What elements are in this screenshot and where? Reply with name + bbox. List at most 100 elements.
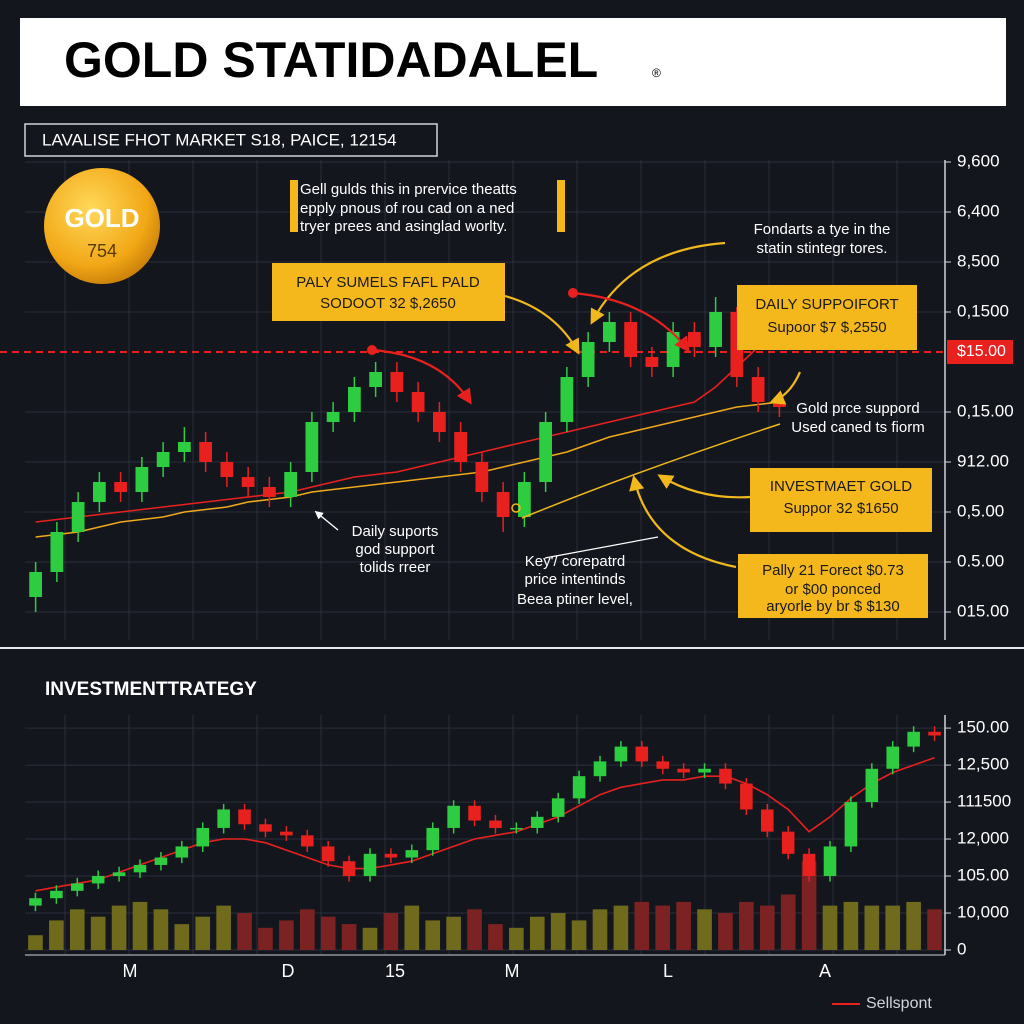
candle-body (178, 442, 191, 452)
candle-body (29, 572, 42, 597)
candle-body (865, 768, 879, 803)
annotation-text: Fondarts a tye in the (754, 221, 891, 238)
candle-body (539, 422, 552, 482)
candle-body (560, 377, 574, 422)
candle-body (363, 853, 377, 877)
y-tick-label: 12,000 (957, 829, 1009, 848)
annotation-text: Key'/ corepatrd (525, 553, 625, 570)
candle-body (603, 322, 616, 342)
volume-bar (822, 905, 838, 950)
arrow-dot (568, 288, 578, 298)
x-tick-label: D (282, 961, 295, 981)
y-tick-label: 9,600 (957, 151, 1000, 170)
volume-bar (49, 920, 64, 950)
candle-body (301, 835, 314, 847)
volume-bar (153, 909, 169, 950)
volume-bar (571, 920, 587, 950)
annotation-text: Gell gulds this in prervice theatts (300, 181, 517, 198)
header-title: GOLD STATIDADALEL (64, 32, 598, 88)
candle-body (489, 820, 502, 828)
candle-body (907, 731, 920, 747)
legend: Sellspont (832, 995, 932, 1012)
volume-bar (383, 913, 399, 950)
candle-body (280, 831, 293, 836)
candle-body (156, 452, 170, 467)
annotation-text: DAILY SUPPOIFORT (755, 296, 898, 313)
candle-body (624, 322, 637, 357)
volume-bar (906, 901, 921, 950)
candle-body (496, 492, 510, 517)
candle-body (581, 342, 595, 377)
volume-bar (69, 909, 85, 950)
annotation-text: Suppor 32 $1650 (783, 500, 898, 517)
annotations: Gell gulds this in prervice theatts epply… (272, 180, 932, 618)
volume-bar (655, 905, 671, 950)
chart-title: INVESTMENTTRATEGY (45, 679, 257, 700)
y-tick-label: 0,1500 (957, 301, 1009, 320)
y-tick-label: 015.00 (957, 601, 1009, 620)
y-tick-label: 0,5.00 (957, 501, 1004, 520)
annotation-text: INVESTMAET GOLD (770, 478, 912, 495)
candle-body (475, 462, 489, 492)
y-tick-label: 0.5.00 (957, 551, 1004, 570)
candle-body (698, 768, 711, 773)
volume-bar (320, 916, 336, 950)
annotation-text: Beea ptiner level, (517, 591, 633, 608)
candle-body (112, 872, 126, 877)
y-tick-label: 111500 (957, 792, 1011, 811)
annotation-text: tolids rreer (360, 559, 431, 576)
candle-body (761, 809, 774, 832)
reference-label-box (947, 340, 1013, 364)
candle-body (823, 846, 837, 877)
volume-bar (759, 905, 775, 950)
volume-bar (676, 901, 691, 950)
candle-body (572, 776, 586, 799)
candle-body (656, 761, 669, 769)
annotation-text: god support (355, 541, 435, 558)
volume-bar (488, 924, 503, 950)
annotation-text: tryer prees and asinglad worlty. (300, 218, 507, 235)
y-tick-label: 8,500 (957, 251, 1000, 270)
volume-bar (780, 894, 796, 950)
volume-bar (258, 927, 273, 950)
candle-body (405, 850, 419, 858)
candle-body (220, 462, 234, 477)
candle-body (217, 809, 230, 828)
x-tick-label: M (123, 961, 138, 981)
volume-bar (634, 901, 650, 950)
arrow (572, 291, 690, 353)
ma-line (35, 331, 780, 523)
volume-bar (843, 901, 859, 950)
candle-body (447, 805, 460, 828)
y-tick-label: 0 (957, 939, 966, 958)
candle-body (93, 482, 106, 502)
annotation-text: price intentinds (525, 571, 626, 588)
x-tick-label: 15 (385, 961, 405, 981)
coin-text: 754 (87, 241, 117, 261)
candle-body (433, 412, 446, 432)
candle-body (551, 798, 565, 817)
coin-title: GOLD (64, 203, 139, 233)
candle-body (369, 372, 382, 387)
candle-body (844, 802, 858, 847)
candle-body (510, 827, 523, 830)
candle-body (321, 846, 335, 862)
header-box (20, 18, 1006, 106)
volume-bar (425, 920, 441, 950)
volume-bar (216, 905, 231, 950)
candle-body (154, 857, 168, 865)
gold-coin (44, 168, 160, 284)
y-tick-label: 12,500 (957, 755, 1009, 774)
volume-bar (279, 920, 294, 950)
annotation-text: SODOOT 32 $,2650 (320, 295, 456, 312)
volume-bar (885, 905, 901, 950)
candle-body (29, 898, 42, 906)
candle-body (719, 768, 732, 784)
candle-body (175, 846, 189, 858)
annotation-box (738, 554, 928, 618)
candle-body (135, 467, 149, 492)
candle-body (384, 853, 398, 858)
candle-body (709, 312, 722, 347)
candle-body (50, 532, 64, 572)
